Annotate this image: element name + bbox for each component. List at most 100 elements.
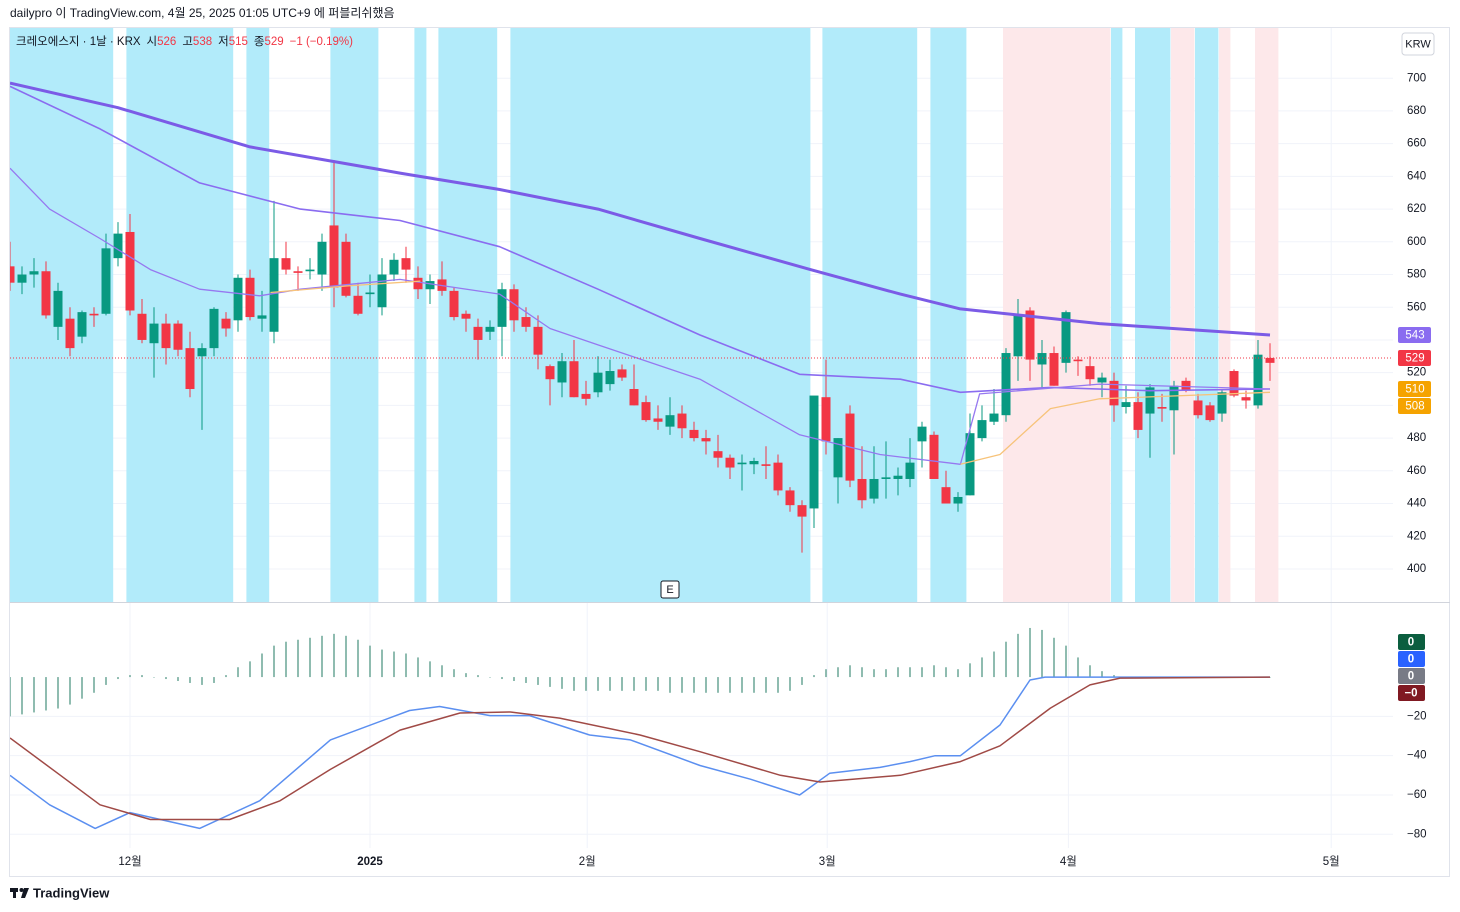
histogram-bar xyxy=(753,677,755,693)
histogram-bar xyxy=(1041,629,1043,678)
candle-body xyxy=(869,478,879,499)
histogram-bar xyxy=(933,665,935,678)
histogram-bar xyxy=(45,677,47,711)
candle-body xyxy=(1073,359,1083,362)
histogram-bar xyxy=(261,653,263,678)
price-label: 510 xyxy=(1405,384,1424,396)
y-tick-label: 400 xyxy=(1407,563,1426,575)
value-label: −0 xyxy=(1404,688,1417,700)
histogram-bar xyxy=(129,675,131,678)
candle-body xyxy=(473,326,483,340)
x-tick-label: 12월 xyxy=(118,855,141,868)
histogram-bar xyxy=(177,677,179,681)
histogram-bar xyxy=(837,667,839,678)
session-band xyxy=(822,28,918,602)
histogram-bar xyxy=(945,667,947,678)
histogram-bar xyxy=(309,637,311,678)
session-band xyxy=(1195,28,1219,602)
histogram-bar xyxy=(825,669,827,678)
histogram-bar xyxy=(357,639,359,678)
indicator-line xyxy=(10,85,1271,394)
macd-pane xyxy=(10,627,1393,835)
indicator-line xyxy=(270,280,1271,465)
histogram-bar xyxy=(489,677,491,678)
y-tick-label: 420 xyxy=(1407,530,1426,542)
histogram-bar xyxy=(477,675,479,678)
candle-body xyxy=(557,361,567,383)
candle-body xyxy=(1037,353,1047,365)
candle-body xyxy=(1109,380,1119,406)
candle-body xyxy=(653,418,663,422)
candle-body xyxy=(1121,402,1131,408)
session-band xyxy=(1255,28,1279,602)
session-band xyxy=(1171,28,1195,602)
histogram-bar xyxy=(597,677,599,691)
candle-body xyxy=(293,271,303,273)
candle-body xyxy=(737,462,747,465)
event-marker xyxy=(660,580,680,599)
legend-ohlc-label: 종 xyxy=(254,36,265,48)
candle-body xyxy=(593,372,603,393)
candle-body xyxy=(725,457,735,468)
histogram-bar xyxy=(429,661,431,678)
histogram-bar xyxy=(21,677,23,715)
legend-ohlc-value: 526 xyxy=(157,36,176,48)
histogram-bar xyxy=(861,667,863,678)
indicator-line xyxy=(10,676,1270,830)
session-band xyxy=(1219,28,1231,602)
histogram-bar xyxy=(993,651,995,678)
candle-body xyxy=(569,361,579,398)
value-label: 0 xyxy=(1408,637,1414,649)
legend-ohlc-value: 515 xyxy=(229,36,248,48)
histogram-bar xyxy=(393,651,395,678)
candle-body xyxy=(809,395,819,509)
histogram-bar xyxy=(273,645,275,678)
histogram-bar xyxy=(741,677,743,693)
candle-body xyxy=(521,317,531,327)
x-tick-label: 5월 xyxy=(1323,855,1340,868)
histogram-bar xyxy=(153,677,155,678)
y-tick-label: −20 xyxy=(1407,710,1427,722)
candle-body xyxy=(1253,354,1263,406)
histogram-bar xyxy=(417,657,419,678)
frame xyxy=(9,27,1450,877)
candle-body xyxy=(77,312,87,337)
value-label-bg xyxy=(1398,651,1425,667)
y-tick-label: 520 xyxy=(1407,367,1426,379)
candle-body xyxy=(221,318,231,329)
legend-ohlc-label: 저 xyxy=(218,35,229,48)
candle-body xyxy=(1097,377,1107,383)
candle-body xyxy=(641,402,651,421)
histogram-bar xyxy=(213,677,215,683)
histogram-bar xyxy=(321,635,323,678)
histogram-bar xyxy=(633,677,635,691)
candle-body xyxy=(425,281,435,290)
candle-body xyxy=(461,313,471,319)
histogram-bar xyxy=(441,665,443,678)
y-tick-label: 680 xyxy=(1407,105,1426,117)
candle-body xyxy=(689,429,699,439)
histogram-bar xyxy=(57,677,59,709)
histogram-bar xyxy=(765,677,767,693)
legend-ohlc-label: 고 xyxy=(182,36,193,48)
candle-body xyxy=(257,315,267,319)
candle-body xyxy=(17,274,27,283)
candle-body xyxy=(1157,407,1167,409)
histogram-bar xyxy=(849,665,851,678)
candle-body xyxy=(605,371,615,385)
histogram-bar xyxy=(93,677,95,693)
x-tick-label: 4월 xyxy=(1060,855,1077,868)
histogram-bar xyxy=(501,677,503,680)
currency-box[interactable] xyxy=(1401,32,1435,56)
value-label: 0 xyxy=(1408,671,1414,683)
histogram-bar xyxy=(225,675,227,678)
histogram-bar xyxy=(333,633,335,678)
y-tick-label: 580 xyxy=(1407,269,1426,281)
histogram-bar xyxy=(1077,657,1079,678)
session-band xyxy=(246,28,270,602)
price-label-bg xyxy=(1398,398,1431,415)
candle-body xyxy=(905,462,915,479)
candle-body xyxy=(713,451,723,458)
histogram-bar xyxy=(285,641,287,678)
histogram-bar xyxy=(693,677,695,693)
